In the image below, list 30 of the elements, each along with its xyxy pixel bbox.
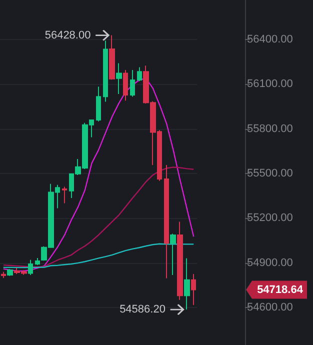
candlestick [184, 258, 190, 310]
candlestick [191, 273, 196, 306]
y-tick-label: 54600.00 [247, 301, 293, 314]
candlestick [109, 34, 115, 80]
candlestick [7, 268, 13, 276]
line-series [2, 78, 194, 272]
candlestick [123, 69, 128, 102]
y-tick-label: 55800.00 [247, 122, 293, 135]
candlestick [164, 164, 169, 279]
candlestick [28, 259, 33, 276]
y-tick-label: 55200.00 [247, 212, 293, 224]
candlestick [130, 69, 135, 98]
candlestick [170, 233, 176, 276]
text: 54718.64 [257, 284, 304, 296]
candlestick [116, 62, 122, 94]
line-series [2, 243, 194, 268]
y-tick-label: 56100.00 [247, 78, 293, 90]
candlestick [103, 40, 108, 102]
candlestick [177, 221, 183, 300]
candlestick [1, 271, 6, 278]
annotation: 54586.20 [120, 304, 166, 316]
line-series [2, 166, 194, 268]
candlestick [96, 86, 101, 122]
candlestick [137, 66, 142, 82]
y-tick-label: 54900.00 [247, 256, 293, 269]
candlestick [35, 258, 40, 266]
y-tick-label: 55500.00 [247, 167, 293, 180]
candlestick [62, 186, 67, 204]
y-tick-label: 56400.00 [247, 33, 293, 46]
annotation: 56428.00 [44, 29, 91, 42]
